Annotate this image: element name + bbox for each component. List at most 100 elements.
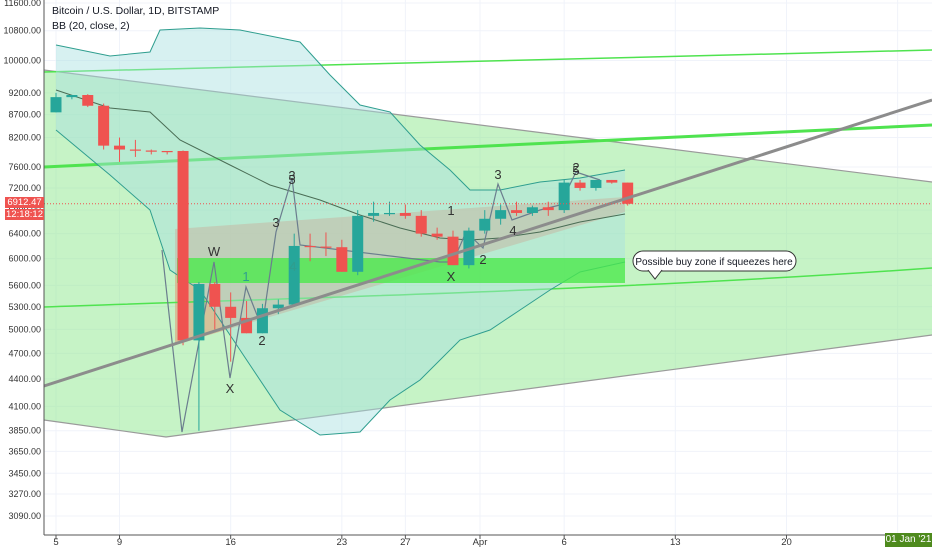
candle-body <box>590 179 602 188</box>
x-tick-label: Apr <box>473 537 488 548</box>
y-tick-label: 5300.00 <box>8 302 41 312</box>
candle-body <box>622 182 634 204</box>
wave-label: 1 <box>447 203 454 218</box>
channel-lower-line <box>43 334 932 438</box>
y-tick-label: 7600.00 <box>8 162 41 172</box>
candle-body <box>511 210 523 213</box>
y-tick-label: 10800.00 <box>3 26 41 36</box>
candle-body <box>336 247 348 272</box>
x-tick-label: 16 <box>225 537 236 548</box>
wave-label: 2 <box>479 252 486 267</box>
bollinger-band-fill <box>56 28 625 435</box>
wave-label: 4 <box>289 259 296 274</box>
wave-label: 5 <box>572 163 579 178</box>
wave-label: 3 <box>494 167 501 182</box>
callout-bubble <box>632 250 797 272</box>
wave-label: X <box>226 381 235 396</box>
y-tick-label: 4100.00 <box>8 401 41 411</box>
countdown-tag: 12:18:12 <box>5 209 44 220</box>
candle-body <box>495 210 507 219</box>
y-tick-label: 11600.00 <box>4 0 41 8</box>
y-tick-label: 3270.00 <box>8 489 41 499</box>
x-tick-label: 6 <box>562 537 567 548</box>
candle-body <box>288 245 300 305</box>
callout-text: Possible buy zone if squeezes here <box>635 257 793 268</box>
callout-pointer <box>647 269 663 280</box>
candle-body <box>225 306 237 318</box>
x-tick-label: 5 <box>53 537 58 548</box>
candle-body <box>383 212 395 215</box>
date-tag: 01 Jan '21 <box>885 533 932 547</box>
wave-label: 4 <box>289 259 296 274</box>
channel-upper-line <box>43 69 932 183</box>
last-price-tag: 6912.47 <box>5 197 44 208</box>
wave-label: W <box>208 244 221 259</box>
y-tick-label: 9200.00 <box>8 88 41 98</box>
candle-body <box>479 218 491 231</box>
green-line-upper <box>43 123 932 169</box>
candle-body <box>574 182 586 188</box>
y-tick-label: 3090.00 <box>8 511 41 521</box>
candle-body <box>320 246 332 248</box>
y-tick-label: 5000.00 <box>8 324 41 334</box>
y-tick-label: 4400.00 <box>8 374 41 384</box>
candle-body <box>50 97 62 113</box>
candle-body <box>66 95 78 98</box>
bollinger-upper-band <box>55 27 626 191</box>
candle-body <box>272 304 284 309</box>
candle-body <box>304 245 316 248</box>
wave-label: 3 <box>272 215 279 230</box>
ascending-trendline <box>43 98 932 388</box>
y-tick-label: 6000.00 <box>8 254 41 264</box>
candle-body <box>209 284 221 307</box>
y-tick-label: 7200.00 <box>8 183 41 193</box>
y-tick-label: 3450.00 <box>8 468 41 478</box>
x-tick-label: 23 <box>337 537 348 548</box>
candle-body <box>241 317 253 334</box>
wave-label: 5 <box>288 172 295 187</box>
candle-body <box>606 179 618 183</box>
candle-body <box>558 182 570 211</box>
candle-body <box>161 150 173 153</box>
wave-label: 2 <box>572 160 579 175</box>
candle-body <box>82 95 94 106</box>
candle-body <box>352 215 364 272</box>
candle-body <box>526 207 538 213</box>
wave-label: 1 <box>242 269 249 284</box>
y-tick-label: 3850.00 <box>8 426 41 436</box>
candle-body <box>399 212 411 216</box>
candle-body <box>193 284 205 341</box>
wave-label: 4 <box>509 223 516 238</box>
y-tick-label: 8700.00 <box>8 110 41 120</box>
candle-body <box>256 308 268 334</box>
candle-body <box>114 145 126 150</box>
candle-body <box>447 236 459 266</box>
y-tick-label: 10000.00 <box>3 56 41 66</box>
candle-body <box>368 212 380 216</box>
y-tick-label: 6400.00 <box>8 229 41 239</box>
candle-body <box>415 215 427 234</box>
y-tick-label: 5600.00 <box>8 280 41 290</box>
green-curve-lower <box>43 267 932 308</box>
wave-path <box>161 171 601 433</box>
wave-label: X <box>447 269 456 284</box>
candle-body <box>431 233 443 237</box>
x-tick-label: 13 <box>670 537 681 548</box>
y-tick-label: 3650.00 <box>8 446 41 456</box>
candle-body <box>129 149 141 151</box>
candle-body <box>177 150 189 341</box>
y-tick-label: 8200.00 <box>8 133 41 143</box>
descending-channel <box>44 70 932 437</box>
x-tick-label: 20 <box>781 537 792 548</box>
y-tick-label: 4700.00 <box>8 348 41 358</box>
candle-body <box>98 105 110 146</box>
x-tick-label: 9 <box>117 537 122 548</box>
wave-label: 2 <box>258 333 265 348</box>
candle-body <box>145 150 157 152</box>
indicator-legend: BB (20, close, 2) <box>52 20 130 32</box>
wave-label: 3 <box>288 168 295 183</box>
bollinger-basis <box>55 89 626 241</box>
bollinger-lower-band <box>55 129 626 436</box>
